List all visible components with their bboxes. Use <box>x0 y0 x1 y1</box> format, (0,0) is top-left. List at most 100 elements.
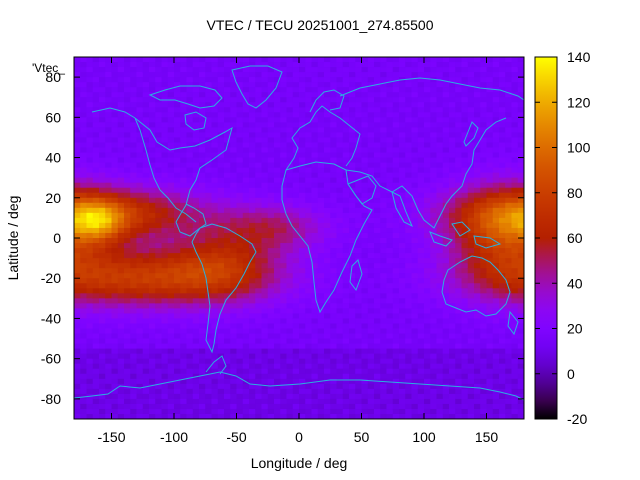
heatmap-cell <box>149 182 156 189</box>
heatmap-cell <box>130 413 138 419</box>
heatmap-cell <box>280 393 288 400</box>
heatmap-cell <box>136 92 144 98</box>
heatmap-cell <box>286 298 294 304</box>
heatmap-cell <box>186 127 194 134</box>
heatmap-cell <box>405 403 413 410</box>
heatmap-cell <box>317 177 325 184</box>
heatmap-cell <box>236 293 244 299</box>
heatmap-cell <box>399 413 406 419</box>
heatmap-cell <box>430 142 438 149</box>
heatmap-cell <box>99 403 106 410</box>
heatmap-cell <box>224 207 231 214</box>
heatmap-cell <box>99 343 106 350</box>
heatmap-cell <box>117 147 125 154</box>
heatmap-cell <box>424 82 431 88</box>
heatmap-cell <box>111 222 119 229</box>
heatmap-cell <box>474 162 481 169</box>
heatmap-cell <box>86 157 94 164</box>
heatmap-cell <box>480 107 488 113</box>
heatmap-cell <box>436 187 444 194</box>
heatmap-cell <box>224 67 231 73</box>
heatmap-cell <box>417 152 425 159</box>
heatmap-cell <box>155 162 163 169</box>
heatmap-cell <box>442 348 450 355</box>
heatmap-cell <box>361 358 369 365</box>
heatmap-cell <box>367 398 375 405</box>
heatmap-cell <box>292 117 300 123</box>
heatmap-cell <box>117 187 125 194</box>
heatmap-cell <box>99 67 106 73</box>
heatmap-cell <box>305 142 313 149</box>
heatmap-cell <box>449 393 456 400</box>
heatmap-cell <box>436 238 444 244</box>
heatmap-cell <box>486 157 494 164</box>
heatmap-cell <box>142 152 150 159</box>
heatmap-cell <box>211 147 219 154</box>
heatmap-cell <box>236 393 244 400</box>
heatmap-cell <box>280 408 288 415</box>
heatmap-cell <box>130 177 138 184</box>
heatmap-cell <box>405 162 413 169</box>
heatmap-cell <box>411 283 419 289</box>
heatmap-cell <box>249 62 256 68</box>
heatmap-cell <box>167 283 175 289</box>
heatmap-cell <box>186 248 194 254</box>
heatmap-cell <box>467 62 475 68</box>
heatmap-cell <box>305 187 313 194</box>
heatmap-cell <box>492 62 500 68</box>
heatmap-cell <box>355 62 363 68</box>
heatmap-cell <box>449 403 456 410</box>
heatmap-cell <box>199 87 206 93</box>
heatmap-cell <box>280 172 288 179</box>
heatmap-cell <box>124 273 131 279</box>
heatmap-cell <box>161 378 169 385</box>
heatmap-cell <box>230 162 238 169</box>
heatmap-cell <box>486 162 494 169</box>
heatmap-cell <box>267 273 275 279</box>
heatmap-cell <box>367 192 375 199</box>
heatmap-cell <box>236 258 244 264</box>
heatmap-cell <box>317 343 325 350</box>
heatmap-cell <box>424 373 431 380</box>
heatmap-cell <box>442 112 450 118</box>
heatmap-cell <box>317 217 325 224</box>
heatmap-cell <box>180 212 188 219</box>
heatmap-cell <box>492 253 500 259</box>
heatmap-cell <box>192 288 200 294</box>
heatmap-cell <box>205 112 213 118</box>
heatmap-cell <box>424 383 431 390</box>
heatmap-cell <box>417 243 425 249</box>
heatmap-cell <box>380 177 388 184</box>
heatmap-cell <box>355 273 363 279</box>
heatmap-cell <box>361 328 369 335</box>
heatmap-cell <box>499 182 506 189</box>
heatmap-cell <box>161 72 169 78</box>
heatmap-cell <box>305 172 313 179</box>
heatmap-cell <box>161 212 169 219</box>
heatmap-cell <box>442 378 450 385</box>
heatmap-cell <box>205 182 213 189</box>
heatmap-cell <box>161 127 169 134</box>
heatmap-cell <box>74 413 81 419</box>
heatmap-cell <box>261 288 269 294</box>
heatmap-cell <box>86 313 94 320</box>
heatmap-cell <box>492 82 500 88</box>
heatmap-cell <box>492 182 500 189</box>
heatmap-cell <box>261 308 269 315</box>
heatmap-cell <box>180 187 188 194</box>
heatmap-cell <box>467 403 475 410</box>
heatmap-cell <box>211 132 219 139</box>
heatmap-cell <box>136 172 144 179</box>
heatmap-cell <box>455 303 463 309</box>
heatmap-cell <box>374 318 381 325</box>
heatmap-cell <box>192 137 200 144</box>
heatmap-cell <box>492 162 500 169</box>
heatmap-cell <box>430 263 438 269</box>
heatmap-cell <box>386 192 394 199</box>
heatmap-cell <box>199 62 206 68</box>
heatmap-cell <box>124 77 131 83</box>
heatmap-cell <box>105 328 113 335</box>
heatmap-cell <box>267 77 275 83</box>
heatmap-cell <box>130 162 138 169</box>
heatmap-cell <box>292 338 300 345</box>
